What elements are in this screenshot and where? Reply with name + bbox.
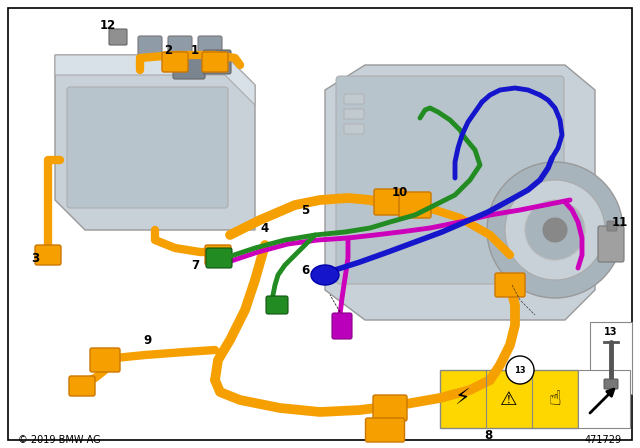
FancyBboxPatch shape — [607, 221, 617, 231]
Text: 11: 11 — [612, 215, 628, 228]
FancyBboxPatch shape — [202, 52, 228, 72]
FancyBboxPatch shape — [266, 296, 288, 314]
Circle shape — [505, 180, 605, 280]
FancyBboxPatch shape — [67, 87, 228, 208]
Text: 2: 2 — [164, 43, 172, 56]
FancyBboxPatch shape — [598, 226, 624, 262]
FancyBboxPatch shape — [332, 313, 352, 339]
Text: 6: 6 — [301, 263, 309, 276]
Circle shape — [487, 162, 623, 298]
FancyBboxPatch shape — [168, 36, 192, 58]
Text: 4: 4 — [261, 221, 269, 234]
FancyBboxPatch shape — [374, 189, 406, 215]
FancyBboxPatch shape — [35, 245, 61, 265]
Text: 13: 13 — [604, 327, 618, 337]
Bar — [440, 370, 578, 428]
Circle shape — [525, 200, 585, 260]
FancyBboxPatch shape — [336, 76, 564, 284]
FancyBboxPatch shape — [205, 245, 231, 265]
Bar — [590, 322, 632, 394]
FancyBboxPatch shape — [69, 376, 95, 396]
Text: 9: 9 — [144, 333, 152, 346]
Text: © 2019 BMW AG: © 2019 BMW AG — [18, 435, 100, 445]
FancyBboxPatch shape — [206, 248, 232, 268]
Text: 8: 8 — [484, 428, 492, 441]
FancyBboxPatch shape — [162, 52, 188, 72]
Circle shape — [543, 218, 567, 242]
Text: ⚠: ⚠ — [500, 389, 518, 409]
Text: 471729: 471729 — [585, 435, 622, 445]
FancyBboxPatch shape — [604, 379, 618, 389]
FancyBboxPatch shape — [365, 418, 404, 442]
FancyBboxPatch shape — [90, 348, 120, 372]
Text: 5: 5 — [301, 203, 309, 216]
Text: 7: 7 — [191, 258, 199, 271]
FancyBboxPatch shape — [399, 192, 431, 218]
FancyBboxPatch shape — [344, 109, 364, 119]
Polygon shape — [325, 65, 595, 320]
FancyBboxPatch shape — [109, 29, 127, 45]
Polygon shape — [55, 55, 255, 105]
FancyBboxPatch shape — [495, 273, 525, 297]
FancyBboxPatch shape — [344, 94, 364, 104]
Text: 12: 12 — [100, 18, 116, 31]
FancyBboxPatch shape — [344, 124, 364, 134]
Circle shape — [506, 356, 534, 384]
FancyBboxPatch shape — [203, 50, 231, 74]
FancyBboxPatch shape — [173, 53, 205, 79]
Text: 1: 1 — [191, 43, 199, 56]
Text: ⚡: ⚡ — [454, 389, 470, 409]
Text: 13: 13 — [514, 366, 526, 375]
Text: 3: 3 — [31, 251, 39, 264]
Polygon shape — [55, 55, 255, 230]
FancyBboxPatch shape — [373, 395, 407, 421]
Bar — [578, 370, 630, 428]
FancyBboxPatch shape — [138, 36, 162, 58]
Text: 10: 10 — [392, 185, 408, 198]
Text: ☝: ☝ — [548, 389, 561, 409]
FancyBboxPatch shape — [198, 36, 222, 58]
Ellipse shape — [311, 265, 339, 285]
